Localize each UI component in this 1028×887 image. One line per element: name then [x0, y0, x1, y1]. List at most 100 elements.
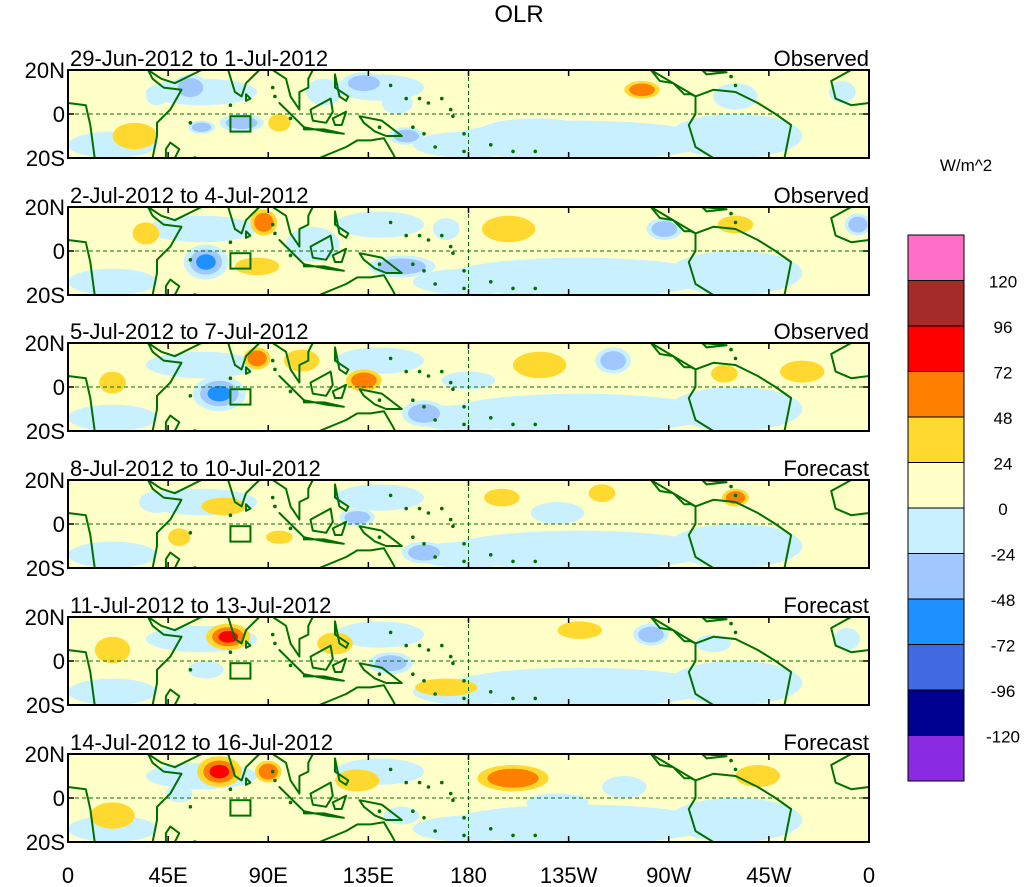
island	[440, 643, 444, 648]
coastline	[68, 343, 183, 431]
coastline	[245, 640, 252, 649]
island	[462, 679, 466, 683]
y-tick-label: 20N	[25, 468, 65, 493]
island	[404, 506, 409, 511]
island	[488, 553, 493, 557]
coastline	[278, 375, 305, 402]
island	[733, 630, 738, 635]
island	[377, 398, 382, 403]
coastline	[701, 343, 728, 349]
coastline	[147, 480, 203, 495]
weak-negative-area	[668, 798, 803, 842]
island	[451, 798, 455, 802]
island	[462, 286, 466, 291]
coastline	[147, 207, 203, 222]
panel-1: 20N 0 20S 29-Jun-2012 to 1-Jul-2012 Observed	[25, 46, 870, 171]
island	[729, 484, 733, 489]
island	[440, 233, 444, 238]
coastline	[701, 207, 728, 213]
coastline	[358, 115, 403, 137]
island	[533, 149, 538, 154]
island	[433, 145, 437, 149]
coastline	[164, 551, 181, 568]
weak-negative-area	[668, 661, 803, 705]
island	[270, 222, 275, 227]
island	[404, 643, 409, 648]
panel-period: 5-Jul-2012 to 7-Jul-2012	[70, 319, 308, 344]
negative-anomaly-contour	[432, 218, 460, 240]
panel-status: Observed	[774, 319, 869, 344]
weak-negative-area	[145, 351, 258, 379]
coastlines	[68, 754, 869, 842]
coastline	[830, 207, 869, 244]
island	[270, 769, 275, 774]
island	[462, 559, 466, 564]
coastline	[358, 799, 403, 821]
x-tick-label: 45W	[746, 863, 791, 887]
panel-period: 29-Jun-2012 to 1-Jul-2012	[70, 46, 328, 71]
island	[426, 374, 431, 378]
coastline	[271, 480, 314, 521]
coastline	[218, 480, 262, 508]
island	[404, 233, 409, 238]
negative-anomaly-contour	[602, 776, 647, 798]
positive-anomaly-contour	[335, 769, 380, 792]
weak-negative-area	[335, 347, 424, 374]
positive-anomaly-contour	[557, 621, 602, 639]
coastline	[278, 786, 305, 813]
negative-anomaly-contour	[196, 254, 216, 270]
negative-anomaly-contour	[145, 87, 169, 106]
coastline	[218, 207, 262, 235]
colorbar-swatch	[907, 325, 965, 372]
negative-anomaly-contour	[713, 83, 758, 110]
colorbar-swatch	[907, 644, 965, 691]
island	[733, 493, 738, 498]
positive-anomaly-contour	[735, 765, 780, 787]
colorbar-swatch	[907, 416, 965, 463]
island	[433, 829, 437, 833]
island	[288, 253, 293, 258]
weak-negative-area	[668, 114, 803, 158]
negative-anomaly-contour	[407, 403, 441, 423]
negative-anomaly-contour	[344, 511, 371, 524]
negative-anomaly-contour	[479, 118, 591, 145]
positive-anomaly-contour	[94, 636, 131, 664]
x-tick-label: 135E	[343, 863, 394, 887]
coastline	[309, 781, 334, 808]
positive-anomaly-contour	[513, 351, 567, 379]
colorbar-label: 120	[989, 273, 1017, 292]
coastline	[830, 480, 869, 517]
island	[422, 679, 426, 683]
coastline	[830, 617, 869, 654]
coastline	[68, 70, 183, 158]
island	[188, 805, 193, 809]
negative-anomaly-contour	[848, 216, 868, 233]
island	[440, 96, 444, 101]
island	[377, 672, 382, 676]
island	[729, 621, 733, 626]
panel-status: Forecast	[783, 456, 869, 481]
negative-anomaly-contour	[207, 385, 232, 402]
colorbar-swatch	[907, 598, 965, 645]
coastline	[245, 777, 252, 786]
positive-anomaly-contour	[717, 215, 754, 234]
coastline	[278, 239, 305, 266]
x-tick-label: 135W	[540, 863, 598, 887]
colorbar-swatch	[907, 371, 965, 418]
coastline	[309, 644, 334, 671]
island	[270, 358, 275, 363]
island	[228, 513, 233, 517]
region-box	[229, 252, 252, 270]
coastlines	[68, 70, 869, 158]
island	[422, 269, 426, 273]
panel-5: 20N 0 20S 11-Jul-2012 to 13-Jul-2012 Forecas…	[25, 593, 870, 718]
negative-anomaly-contour	[188, 661, 224, 679]
y-tick-label: 0	[53, 649, 65, 674]
island	[451, 251, 455, 255]
colorbar-label: -120	[986, 728, 1020, 747]
coastline	[164, 278, 181, 295]
island	[426, 511, 431, 515]
colorbar-label: -72	[991, 637, 1016, 656]
coastline	[278, 102, 305, 129]
